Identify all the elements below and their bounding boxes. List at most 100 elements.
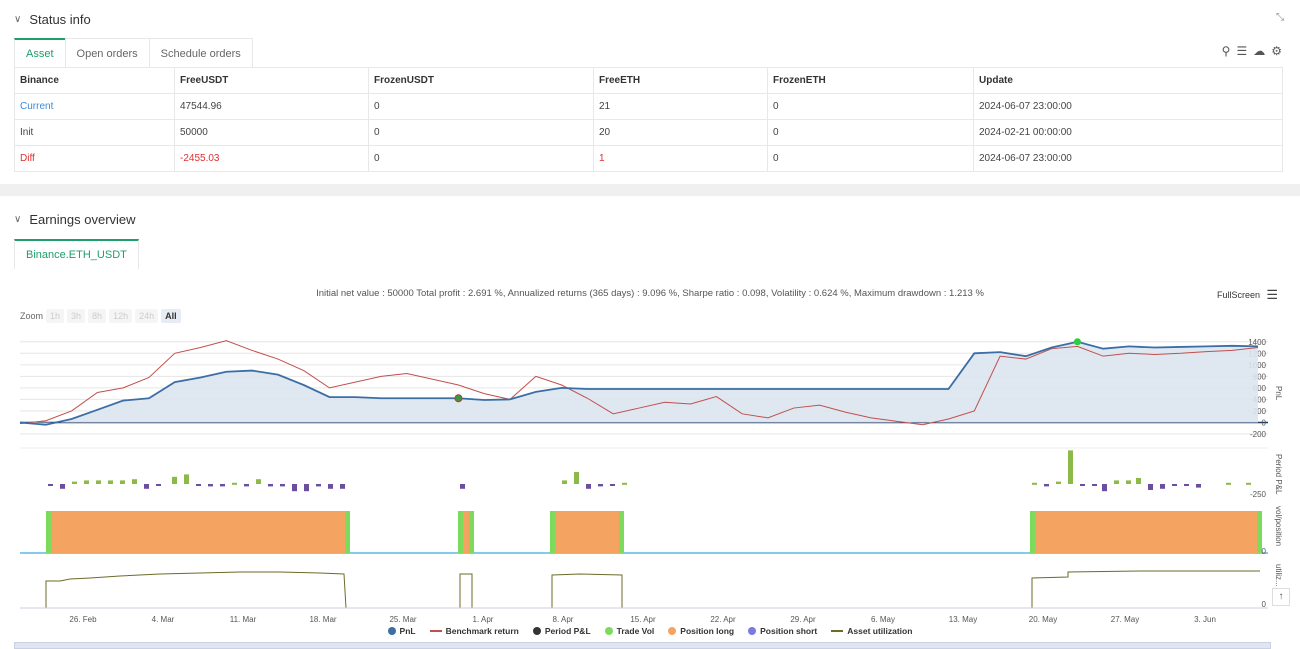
period-bar: [48, 484, 53, 486]
x-tick-label: 3. Jun: [1194, 615, 1216, 624]
legend-position-long[interactable]: Position long: [668, 626, 734, 636]
zoom-1h[interactable]: 1h: [46, 309, 65, 323]
period-bar: [220, 484, 225, 487]
trade-vol-bar: [1257, 511, 1262, 553]
legend-label: Trade Vol: [616, 626, 655, 636]
period-bar: [1126, 480, 1131, 484]
period-bar: [1136, 478, 1141, 484]
tab-schedule-orders[interactable]: Schedule orders: [148, 38, 253, 68]
chart-menu-icon[interactable]: ☰: [1266, 287, 1278, 302]
period-bar: [460, 484, 465, 489]
legend-benchmark[interactable]: Benchmark return: [429, 626, 519, 636]
period-bar: [196, 484, 201, 486]
legend-period-pnl[interactable]: Period P&L: [532, 626, 591, 636]
col-update: Update: [973, 67, 1283, 94]
period-bar: [1080, 484, 1085, 486]
position-long-block: [1030, 511, 1262, 553]
legend-label: Benchmark return: [445, 626, 519, 636]
legend-label: Period P&L: [544, 626, 591, 636]
col-frozeneth: FrozenETH: [767, 67, 974, 94]
range-navigator[interactable]: [14, 642, 1271, 649]
chevron-down-icon[interactable]: ∨: [14, 214, 22, 225]
period-bar: [1226, 482, 1231, 485]
status-info-header[interactable]: ∨ Status info: [14, 12, 91, 27]
period-bar: [1114, 480, 1119, 484]
period-bar: [328, 484, 333, 489]
period-bar: [132, 479, 137, 484]
row-label: Current: [14, 93, 175, 120]
cloud-icon[interactable]: ☁: [1253, 44, 1266, 58]
cell: 0: [368, 119, 594, 146]
cell: 50000: [174, 119, 369, 146]
search-icon[interactable]: ⚲: [1221, 44, 1231, 58]
x-tick-label: 6. May: [871, 615, 895, 624]
tab-eth-usdt[interactable]: Binance.ETH_USDT: [14, 239, 139, 269]
legend-position-short[interactable]: Position short: [748, 626, 817, 636]
x-tick-label: 11. Mar: [230, 615, 257, 624]
period-bar: [84, 480, 89, 484]
legend-asset-util[interactable]: Asset utilization: [831, 626, 912, 636]
trade-vol-bar: [1030, 511, 1035, 553]
fullscreen-button[interactable]: FullScreen: [1216, 290, 1260, 300]
period-bar: [1092, 484, 1097, 486]
long-marker-icon: [668, 627, 677, 635]
table-row: Init 50000 0 20 0 2024-02-21 00:00:00: [14, 119, 1283, 146]
trade-vol-bar: [619, 511, 624, 553]
tab-asset[interactable]: Asset: [14, 38, 66, 68]
trade-vol-bar: [550, 511, 555, 553]
period-bar: [1056, 481, 1061, 484]
period-bar: [1246, 482, 1251, 485]
zoom-all[interactable]: All: [161, 309, 181, 323]
earnings-panel: ∨ Earnings overview Binance.ETH_USDT Ini…: [0, 196, 1300, 649]
cell: 2024-06-07 23:00:00: [973, 93, 1283, 120]
y-tick-label: 400: [1253, 395, 1267, 404]
zoom-3h[interactable]: 3h: [67, 309, 86, 323]
cell: 2024-02-21 00:00:00: [973, 119, 1283, 146]
position-long-block: [550, 511, 624, 553]
scroll-top-icon[interactable]: ↑: [1272, 588, 1290, 606]
cell: 20: [593, 119, 768, 146]
period-bar: [144, 484, 149, 489]
period-bar: [1148, 484, 1153, 490]
utilization-line: [20, 570, 1260, 609]
col-frozenusdt: FrozenUSDT: [368, 67, 594, 94]
tab-open-orders[interactable]: Open orders: [64, 38, 150, 68]
benchmark-line-icon: [429, 630, 442, 632]
period-bar: [156, 484, 161, 486]
legend-pnl[interactable]: PnL: [387, 626, 416, 636]
zoom-12h[interactable]: 12h: [109, 309, 133, 323]
legend-trade-vol[interactable]: Trade Vol: [604, 626, 655, 636]
trade-vol-bar: [46, 511, 51, 553]
period-bar: [574, 472, 579, 484]
y-axis-label: utiliz...: [1274, 564, 1283, 587]
cell: 21: [593, 93, 768, 120]
chevron-down-icon[interactable]: ∨: [14, 14, 22, 25]
expand-icon[interactable]: ⤡: [1276, 12, 1284, 23]
table-row: Diff -2455.03 0 1 0 2024-06-07 23:00:00: [14, 145, 1283, 172]
period-bar: [184, 474, 189, 484]
period-bar: [244, 484, 249, 487]
util-line-icon: [831, 630, 844, 632]
list-icon[interactable]: ☰: [1236, 44, 1248, 58]
cell: 0: [368, 93, 594, 120]
trade-vol-bar: [469, 511, 474, 553]
x-tick-label: 8. Apr: [553, 615, 574, 624]
gear-icon[interactable]: ⚙: [1271, 44, 1282, 58]
cell: -2455.03: [174, 145, 369, 172]
x-tick-label: 27. May: [1111, 615, 1139, 624]
period-bar: [1160, 484, 1165, 489]
y-tick-label: 1400: [1248, 338, 1266, 347]
zoom-label: Zoom: [20, 311, 44, 321]
zoom-24h[interactable]: 24h: [135, 309, 159, 323]
period-bar: [304, 484, 309, 492]
status-tabs: Asset Open orders Schedule orders: [14, 38, 253, 68]
earnings-title: Earnings overview: [29, 212, 136, 227]
short-marker-icon: [748, 627, 757, 635]
period-bar: [622, 482, 627, 485]
cell: 0: [368, 145, 594, 172]
cell: 0: [767, 145, 974, 172]
x-tick-label: 29. Apr: [790, 615, 816, 624]
zoom-8h[interactable]: 8h: [88, 309, 107, 323]
earnings-header[interactable]: ∨ Earnings overview: [14, 212, 136, 227]
